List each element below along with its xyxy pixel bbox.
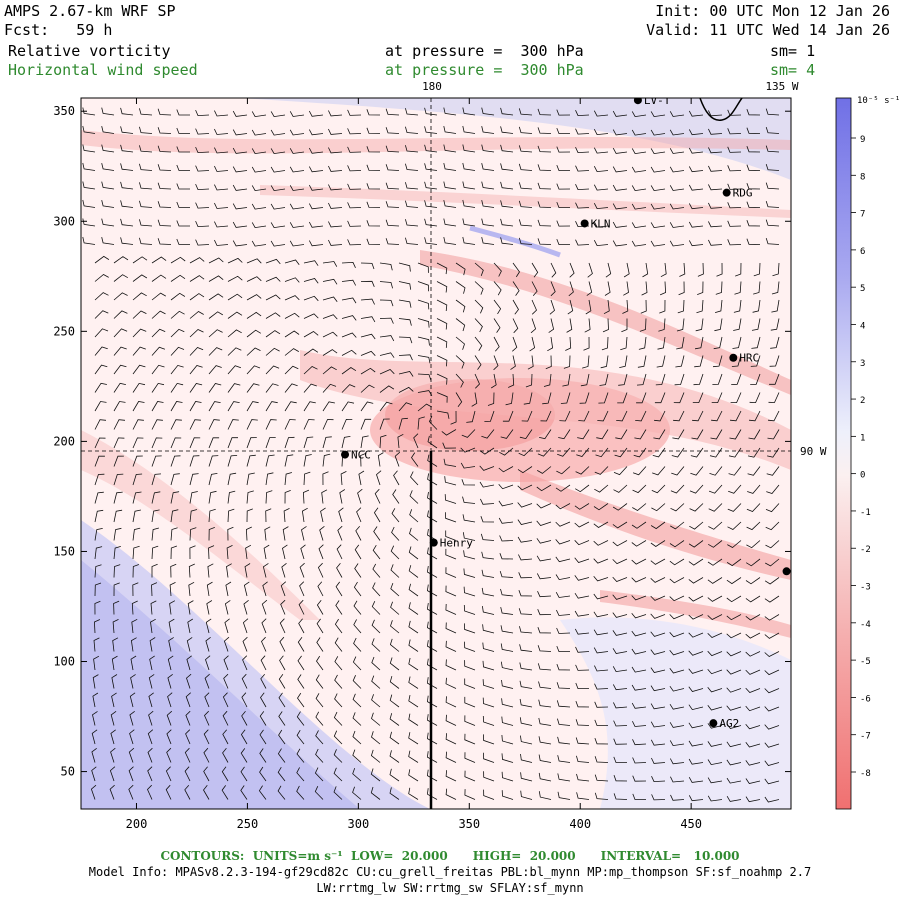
y-tick-label: 350 bbox=[53, 104, 75, 118]
y-tick-label: 250 bbox=[53, 324, 75, 338]
colorbar-label: -1 bbox=[860, 508, 871, 518]
model-info: Model Info: MPASv8.2.3-194-gf29cd82c CU:… bbox=[88, 865, 812, 879]
coastline bbox=[699, 98, 743, 121]
station-dot bbox=[729, 353, 738, 362]
x-tick-label: 350 bbox=[458, 817, 480, 831]
station-label: LV-T bbox=[644, 94, 671, 107]
colorbar-label: -3 bbox=[860, 583, 871, 593]
field1-level: at pressure = 300 hPa bbox=[385, 42, 584, 60]
station-dot bbox=[633, 98, 642, 105]
vorticity-shade-region bbox=[469, 225, 561, 258]
colorbar-label: 5 bbox=[860, 284, 865, 294]
field2-level: at pressure = 300 hPa bbox=[385, 61, 584, 79]
vorticity-shade-region bbox=[81, 430, 320, 620]
colorbar-label: -7 bbox=[860, 732, 871, 742]
vorticity-shade-region bbox=[520, 470, 791, 580]
y-tick-label: 100 bbox=[53, 655, 75, 669]
y-tick-label: 150 bbox=[53, 544, 75, 558]
colorbar-label: -8 bbox=[860, 769, 871, 779]
model-info-physics: LW:rrtmg_lw SW:rrtmg_sw SFLAY:sf_mynn bbox=[316, 881, 584, 895]
colorbar-label: 2 bbox=[860, 396, 865, 406]
colorbar-label: 4 bbox=[860, 321, 865, 331]
y-tick-label: 50 bbox=[61, 765, 75, 779]
vorticity-shade-region bbox=[420, 250, 791, 395]
valid-time: Valid: 11 UTC Wed 14 Jan 26 bbox=[646, 21, 890, 39]
colorbar-label: 7 bbox=[860, 210, 865, 220]
x-tick-label: 450 bbox=[680, 817, 702, 831]
label-135w: 135 W bbox=[765, 80, 798, 93]
y-tick-label: 300 bbox=[53, 214, 75, 228]
vorticity-shade-region bbox=[240, 98, 791, 180]
vorticity-shade-region bbox=[300, 350, 791, 470]
x-tick-label: 200 bbox=[126, 817, 148, 831]
x-tick-label: 250 bbox=[237, 817, 259, 831]
map-frame bbox=[80, 97, 792, 810]
label-90w: 90 W bbox=[800, 445, 827, 458]
map-plot-area: LV-T RDG KLN HRC NCC Henry AG2 bbox=[81, 94, 791, 809]
station-label: KLN bbox=[591, 217, 611, 230]
station-dot bbox=[429, 538, 438, 547]
station-label: RDG bbox=[733, 187, 753, 200]
vorticity-shade-region bbox=[560, 617, 791, 809]
station-label: HRC bbox=[739, 352, 759, 365]
vorticity-shade-region bbox=[600, 590, 791, 638]
colorbar-label: -6 bbox=[860, 694, 871, 704]
colorbar-label: 8 bbox=[860, 172, 865, 182]
colorbar-strip bbox=[835, 97, 852, 810]
station-dot bbox=[722, 188, 731, 197]
station-label: Henry bbox=[440, 537, 473, 550]
wind-barbs bbox=[82, 107, 780, 803]
map-axes: 200 250 300 350 400 450 50 100 150 200 250 300 350 bbox=[53, 98, 791, 831]
field1-smoothing: sm= 1 bbox=[770, 42, 816, 60]
colorbar-label: 9 bbox=[860, 135, 865, 145]
y-tick-label: 200 bbox=[53, 434, 75, 448]
colorbar-label: 1 bbox=[860, 433, 865, 443]
station-label: AG2 bbox=[719, 717, 739, 730]
station-dot bbox=[782, 567, 791, 576]
colorbar-label: 0 bbox=[860, 471, 865, 481]
station-dot bbox=[709, 719, 718, 728]
field2-name: Horizontal wind speed bbox=[8, 61, 198, 79]
forecast-hour: Fcst: 59 h bbox=[4, 21, 113, 39]
station-dot bbox=[341, 450, 350, 459]
colorbar-units: 10⁻⁵ s⁻¹ bbox=[857, 96, 900, 106]
x-tick-label: 300 bbox=[348, 817, 370, 831]
station-label: NCC bbox=[351, 449, 371, 462]
colorbar-label: -4 bbox=[860, 620, 871, 630]
vorticity-shade-region bbox=[260, 185, 791, 218]
colorbar-label: -2 bbox=[860, 545, 871, 555]
colorbar-label: 3 bbox=[860, 359, 865, 369]
field1-name: Relative vorticity bbox=[8, 42, 171, 60]
wind-barb-field bbox=[82, 107, 780, 803]
field2-smoothing: sm= 4 bbox=[770, 61, 816, 79]
init-time: Init: 00 UTC Mon 12 Jan 26 bbox=[655, 2, 890, 20]
model-title: AMPS 2.67-km WRF SP bbox=[4, 2, 176, 20]
station-dot bbox=[580, 219, 589, 228]
station-markers: LV-T RDG KLN HRC NCC Henry AG2 bbox=[341, 94, 791, 730]
contours-info: CONTOURS: UNITS=m s⁻¹ LOW= 20.000 HIGH= … bbox=[160, 849, 740, 863]
vorticity-colorbar: 10⁻⁵ s⁻¹ 9 8 7 6 5 4 3 2 1 0 -1 -2 -3 -4 -5 -6 -7 -8 bbox=[835, 96, 900, 810]
label-180: 180 bbox=[422, 80, 442, 93]
x-tick-label: 400 bbox=[569, 817, 591, 831]
vorticity-shade-region bbox=[81, 130, 791, 154]
colorbar-label: 6 bbox=[860, 247, 865, 257]
colorbar-label: -5 bbox=[860, 657, 871, 667]
